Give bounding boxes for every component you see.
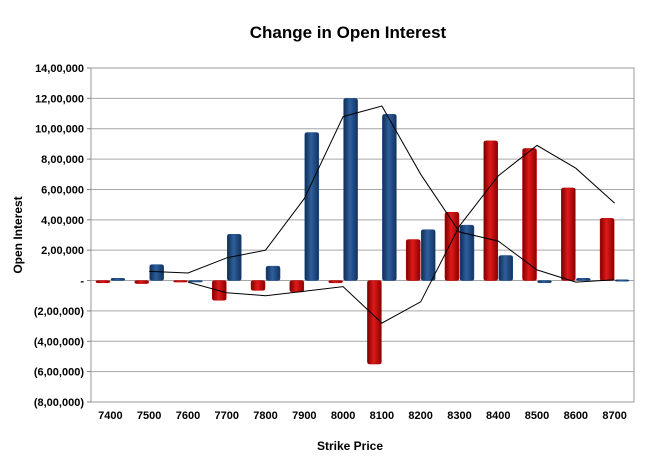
x-tick-label: 7900: [292, 410, 316, 422]
y-tick-label: (8,00,000): [34, 397, 84, 409]
bar-blue: [343, 98, 358, 281]
bar-red: [405, 239, 421, 281]
trend-lines: [149, 105, 615, 324]
bars: [95, 98, 630, 365]
x-axis-ticks: 7400 7500 7600 7700 7800 7900 8000 8100 8200 8300…: [98, 410, 627, 422]
bar-red: [599, 218, 615, 281]
y-tick-label: 8,00,000: [41, 154, 84, 166]
bar-red: [250, 280, 266, 291]
y-tick-label: 6,00,000: [41, 184, 84, 196]
x-tick-label: 8200: [408, 410, 432, 422]
bar-blue: [188, 280, 203, 283]
x-tick-label: 7700: [215, 410, 239, 422]
bar-blue: [576, 278, 591, 281]
x-tick-label: 7500: [137, 410, 161, 422]
x-tick-label: 7600: [176, 410, 200, 422]
x-axis-title: Strike Price: [317, 439, 383, 453]
y-tick-label: (2,00,000): [34, 306, 84, 318]
bar-red: [561, 187, 576, 281]
bar-red: [328, 280, 343, 284]
bar-red: [95, 280, 111, 284]
bar-red: [173, 280, 188, 283]
bar-blue: [110, 278, 126, 281]
y-axis-title: Open Interest: [11, 196, 25, 273]
trend-line-red-series: [187, 144, 615, 324]
x-tick-label: 8300: [447, 410, 471, 422]
y-tick-label: 4,00,000: [41, 215, 84, 227]
bar-blue: [537, 280, 552, 284]
x-tick-label: 8400: [486, 410, 510, 422]
bar-red: [289, 280, 305, 293]
bar-blue: [382, 114, 397, 281]
bar-blue: [459, 224, 475, 281]
y-tick-label: -: [80, 276, 84, 288]
y-tick-label: (6,00,000): [34, 367, 84, 379]
chart-title: Change in Open Interest: [250, 23, 447, 42]
y-tick-label: 10,00,000: [35, 124, 84, 136]
bar-blue: [420, 229, 436, 281]
bar-blue: [498, 255, 513, 281]
bar-blue: [304, 132, 320, 281]
x-tick-label: 7800: [253, 410, 277, 422]
x-tick-label: 7400: [98, 410, 122, 422]
x-tick-label: 8500: [525, 410, 549, 422]
bar-blue: [614, 279, 630, 282]
bar-blue: [265, 265, 281, 281]
bar-red: [444, 211, 460, 281]
y-tick-label: 14,00,000: [35, 63, 84, 75]
y-tick-label: (4,00,000): [34, 336, 84, 348]
trend-line-blue-series: [149, 105, 615, 283]
plot-area: [90, 67, 635, 403]
bar-blue: [149, 264, 164, 281]
bar-red: [522, 148, 537, 281]
y-tick-label: 2,00,000: [41, 245, 84, 257]
y-tick-label: 12,00,000: [35, 93, 84, 105]
bar-red: [483, 140, 498, 281]
x-tick-label: 8600: [564, 410, 588, 422]
x-tick-label: 8100: [370, 410, 394, 422]
y-axis-ticks: (8,00,000) (6,00,000) (4,00,000) (2,00,000)…: [34, 63, 91, 409]
bar-red: [134, 280, 149, 284]
x-tick-label: 8000: [331, 410, 355, 422]
bar-red: [367, 280, 382, 365]
x-tick-label: 8700: [602, 410, 626, 422]
